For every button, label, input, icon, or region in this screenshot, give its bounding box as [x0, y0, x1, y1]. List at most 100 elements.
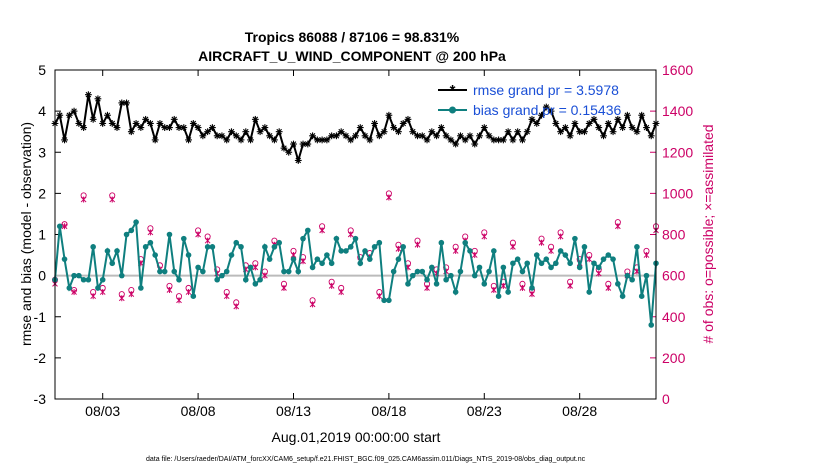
rmse-point — [585, 120, 593, 127]
bias-point — [643, 272, 650, 279]
rmse-point-stroke — [443, 133, 449, 139]
y-tick-label-left: 4 — [38, 103, 46, 119]
y-axis-label-right: # of obs: o=possible; ×=assimilated — [700, 124, 716, 343]
bias-point — [581, 244, 588, 250]
rmse-point — [304, 140, 312, 148]
rmse-point-stroke — [529, 116, 535, 123]
rmse-point-stroke — [562, 124, 569, 131]
rmse-point-stroke — [71, 108, 77, 114]
rmse-point — [261, 124, 269, 131]
rmse-point-stroke — [419, 133, 426, 139]
obs-assimilated-point — [386, 194, 392, 201]
rmse-point-stroke — [138, 124, 144, 131]
rmse-point-stroke — [567, 133, 573, 139]
rmse-point — [247, 136, 254, 144]
bias-point — [176, 276, 182, 283]
bias-point — [600, 256, 607, 262]
rmse-point-stroke — [233, 133, 240, 139]
rmse-point — [466, 132, 474, 140]
chart-subtitle: AIRCRAFT_U_WIND_COMPONENT @ 200 hPa — [198, 48, 506, 64]
obs-assimilated-point — [262, 272, 268, 279]
rmse-point — [65, 111, 73, 119]
bias-point — [395, 256, 402, 262]
bias-point — [209, 244, 216, 250]
rmse-point — [509, 136, 517, 144]
obs-assimilated-point — [614, 223, 621, 230]
obs-assimilated-point — [586, 256, 593, 263]
rmse-point — [99, 120, 107, 127]
rmse-point — [352, 132, 359, 140]
rmse-point-stroke — [572, 120, 578, 127]
rmse-point-stroke — [586, 120, 593, 127]
obs-assimilated-point — [338, 289, 345, 296]
obs-assimilated-point — [328, 282, 335, 289]
obs-assimilated-point — [414, 241, 421, 248]
rmse-point-stroke — [128, 128, 135, 135]
bias-point — [99, 276, 106, 283]
rmse-point-stroke — [219, 133, 225, 139]
rmse-point-stroke — [553, 120, 559, 127]
rmse-point — [70, 107, 78, 115]
rmse-point-stroke — [548, 108, 554, 114]
bias-point — [276, 239, 282, 246]
obs-assimilated-point — [319, 227, 325, 234]
bias-point — [85, 276, 92, 283]
rmse-point — [256, 128, 264, 136]
bias-point — [133, 219, 139, 225]
rmse-point — [476, 132, 483, 140]
bias-point — [300, 235, 306, 242]
bias-point — [471, 272, 478, 279]
rmse-point — [237, 136, 245, 144]
bias-point — [538, 260, 545, 267]
rmse-point-stroke — [624, 112, 631, 119]
rmse-point-stroke — [591, 116, 597, 123]
rmse-point-stroke — [76, 120, 82, 127]
rmse-point — [590, 115, 598, 123]
bias-point — [95, 285, 101, 291]
legend-bias-marker — [449, 106, 456, 114]
bias-point — [71, 272, 77, 279]
rmse-point — [228, 128, 235, 136]
obs-assimilated-point — [424, 284, 430, 291]
bias-point — [104, 248, 111, 254]
rmse-point-stroke — [309, 133, 316, 139]
rmse-point — [557, 128, 565, 136]
rmse-point — [433, 132, 440, 140]
rmse-point — [127, 128, 135, 136]
rmse-point-stroke — [204, 128, 211, 135]
rmse-point — [232, 132, 240, 140]
bias-point — [66, 285, 73, 291]
bias-point — [166, 231, 173, 238]
rmse-point-stroke — [142, 116, 149, 123]
bias-point — [629, 276, 635, 283]
obs-assimilated-point — [118, 295, 125, 302]
rmse-point — [75, 120, 83, 127]
obs-assimilated-point — [605, 284, 612, 291]
obs-assimilated-point — [529, 291, 535, 298]
bias-point — [142, 244, 149, 250]
bias-point — [567, 260, 573, 267]
bias-point — [319, 260, 325, 267]
obs-assimilated-point — [109, 196, 116, 203]
bias-point — [624, 272, 631, 279]
legend: * rmse grand pr = 3.5978 bias grand pr =… — [438, 82, 621, 118]
rmse-point-stroke — [524, 128, 531, 135]
rmse-point-stroke — [257, 128, 263, 135]
rmse-point — [361, 132, 369, 140]
y-axis-right: 0 200 400 600 800 1000 1200 1400 1600 — [650, 62, 693, 407]
rmse-point-stroke — [104, 112, 111, 119]
y-tick-label-right: 1200 — [662, 144, 693, 160]
bias-point — [252, 281, 259, 287]
bias-point — [214, 276, 220, 283]
bias-point — [376, 239, 383, 246]
bias-point — [409, 272, 416, 279]
rmse-point — [447, 136, 455, 144]
bias-point — [548, 264, 554, 271]
rmse-point — [84, 91, 92, 99]
rmse-point-stroke — [147, 120, 154, 127]
rmse-point-stroke — [133, 120, 139, 127]
rmse-point — [309, 132, 316, 140]
rmse-point-stroke — [476, 133, 483, 139]
rmse-point-stroke — [85, 91, 92, 98]
rmse-point-stroke — [56, 112, 63, 119]
